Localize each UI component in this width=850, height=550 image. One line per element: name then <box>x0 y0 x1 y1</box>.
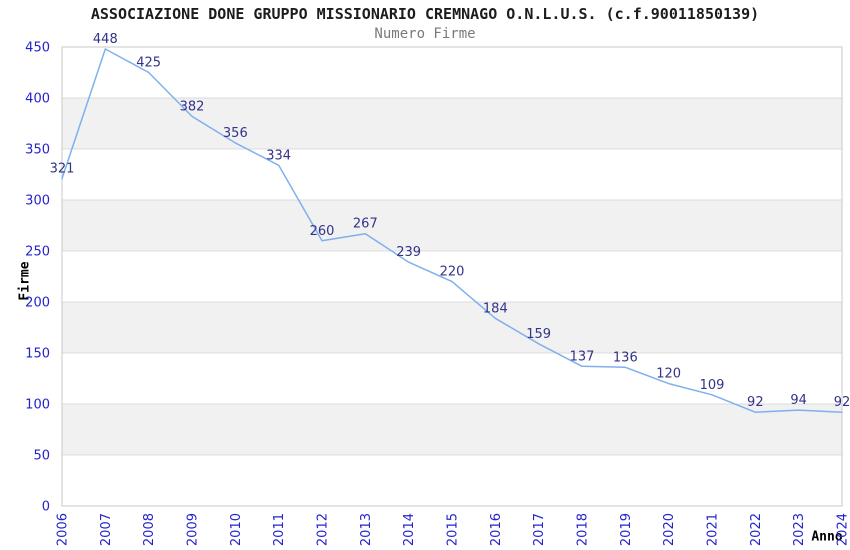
x-tick-label: 2011 <box>272 513 287 546</box>
data-label: 92 <box>747 395 764 410</box>
data-label: 184 <box>483 301 508 316</box>
data-label: 382 <box>180 99 205 114</box>
y-tick-label: 350 <box>25 143 50 158</box>
y-tick-label: 200 <box>25 296 50 311</box>
x-tick-label: 2012 <box>316 513 331 546</box>
data-label: 220 <box>440 265 465 280</box>
data-label: 92 <box>834 395 850 410</box>
data-label: 321 <box>50 162 75 177</box>
x-tick-label: 2014 <box>402 513 417 546</box>
data-label: 356 <box>223 126 248 141</box>
x-tick-label: 2019 <box>619 513 634 546</box>
data-label: 334 <box>266 148 291 163</box>
x-tick-label: 2017 <box>532 513 547 546</box>
x-tick-label: 2022 <box>749 513 764 546</box>
y-tick-label: 0 <box>42 500 50 515</box>
x-tick-label: 2018 <box>576 513 591 546</box>
x-tick-label: 2015 <box>446 513 461 546</box>
data-label: 137 <box>570 349 595 364</box>
data-label: 267 <box>353 217 378 232</box>
data-label: 94 <box>790 393 807 408</box>
data-label: 448 <box>93 32 118 47</box>
x-tick-label: 2006 <box>56 513 71 546</box>
x-tick-label: 2008 <box>142 513 157 546</box>
x-axis-title: Anno <box>811 529 843 545</box>
plot-border <box>61 46 843 507</box>
data-label: 159 <box>526 327 551 342</box>
x-tick-label: 2007 <box>99 513 114 546</box>
x-tick-label: 2021 <box>706 513 721 546</box>
x-tick-label: 2016 <box>489 513 504 546</box>
plot-band <box>62 200 842 251</box>
data-label: 120 <box>656 367 681 382</box>
trend-line <box>61 48 843 413</box>
data-label: 239 <box>396 245 421 260</box>
y-tick-label: 50 <box>33 449 50 464</box>
data-label: 260 <box>310 224 335 239</box>
y-tick-label: 250 <box>25 245 50 260</box>
x-tick-label: 2023 <box>792 513 807 546</box>
y-tick-label: 450 <box>25 41 50 56</box>
x-tick-label: 2010 <box>229 513 244 546</box>
plot-band <box>62 404 842 455</box>
plot-band <box>62 98 842 149</box>
y-tick-label: 300 <box>25 194 50 209</box>
chart-title: ASSOCIAZIONE DONE GRUPPO MISSIONARIO CRE… <box>90 5 760 23</box>
chart-subtitle: Numero Firme <box>374 26 476 42</box>
plot-band <box>62 302 842 353</box>
data-label: 136 <box>613 350 638 365</box>
y-tick-label: 150 <box>25 347 50 362</box>
y-tick-label: 400 <box>25 92 50 107</box>
x-tick-label: 2009 <box>186 513 201 546</box>
x-tick-label: 2020 <box>662 513 677 546</box>
x-tick-label: 2024 <box>836 513 850 546</box>
x-tick-label: 2013 <box>359 513 374 546</box>
y-tick-label: 100 <box>25 398 50 413</box>
data-label: 425 <box>136 56 161 71</box>
data-label: 109 <box>700 378 725 393</box>
